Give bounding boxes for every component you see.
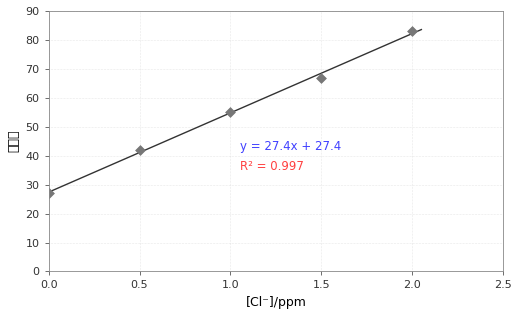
Point [317,75,325,80]
Point [408,29,416,34]
Point [226,110,235,115]
X-axis label: [Cl⁻]/ppm: [Cl⁻]/ppm [245,296,306,309]
Y-axis label: 灰度値: 灰度値 [7,130,20,152]
Point [135,147,144,152]
Point [45,191,53,196]
Text: R² = 0.997: R² = 0.997 [240,160,304,173]
Text: y = 27.4x + 27.4: y = 27.4x + 27.4 [240,140,341,153]
